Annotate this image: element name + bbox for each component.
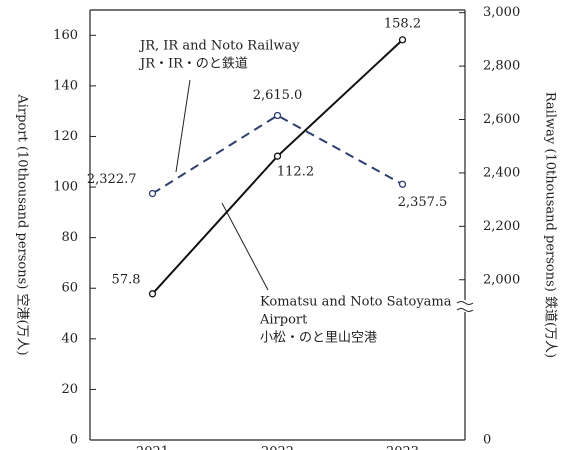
- y-tick-label: 40: [61, 331, 78, 346]
- series-line: [151, 114, 403, 195]
- y-tick-label: 0: [70, 433, 78, 448]
- series-label: JR, IR and Noto Railway: [138, 39, 300, 54]
- point: [398, 180, 407, 188]
- point: [273, 152, 282, 160]
- data-label: 158.2: [384, 16, 421, 31]
- point: [148, 290, 157, 298]
- data-label: 2,615.0: [253, 88, 303, 103]
- leader-line: [175, 79, 191, 173]
- y2-tick-label: 0: [483, 433, 491, 448]
- x-tick-label: 2022: [261, 445, 294, 450]
- y2-tick-label: 2,000: [483, 272, 520, 287]
- y-tick-label: 100: [53, 180, 78, 195]
- y2-tick-label: 2,400: [483, 165, 520, 180]
- series-label: JR・IR・のと鉄道: [138, 57, 248, 72]
- y-tick-label: 160: [53, 28, 78, 43]
- data-label: 57.8: [112, 272, 141, 287]
- y2-tick-label: 2,200: [483, 219, 520, 234]
- y-axis-label: Airport (10thousand persons) 空港(万人): [15, 93, 30, 355]
- point: [273, 111, 282, 120]
- y2-tick-label: 2,600: [483, 112, 520, 127]
- y-tick-label: 20: [61, 382, 78, 397]
- data-label: 2,357.5: [398, 195, 448, 210]
- y2-axis-label: Railway (10thousand persons) 鉄道(万人): [543, 92, 558, 358]
- y2-tick-label: 2,800: [483, 59, 520, 74]
- series-label: 小松・のと里山空港: [260, 331, 377, 346]
- y-tick-label: 80: [61, 230, 78, 245]
- series-label: Komatsu and Noto Satoyama: [260, 295, 452, 310]
- point: [398, 36, 407, 44]
- x-tick-label: 2021: [136, 445, 169, 450]
- y-tick-label: 120: [53, 129, 78, 144]
- y-tick-label: 140: [53, 78, 78, 93]
- y-tick-label: 60: [61, 281, 78, 296]
- data-label: 2,322.7: [87, 172, 137, 187]
- leader-line: [221, 202, 269, 291]
- series-label: Airport: [259, 313, 308, 328]
- axis-break: [456, 301, 474, 312]
- data-label: 112.2: [277, 165, 314, 180]
- x-tick-label: 2023: [386, 445, 419, 450]
- y2-tick-label: 3,000: [483, 5, 520, 20]
- point: [148, 189, 157, 198]
